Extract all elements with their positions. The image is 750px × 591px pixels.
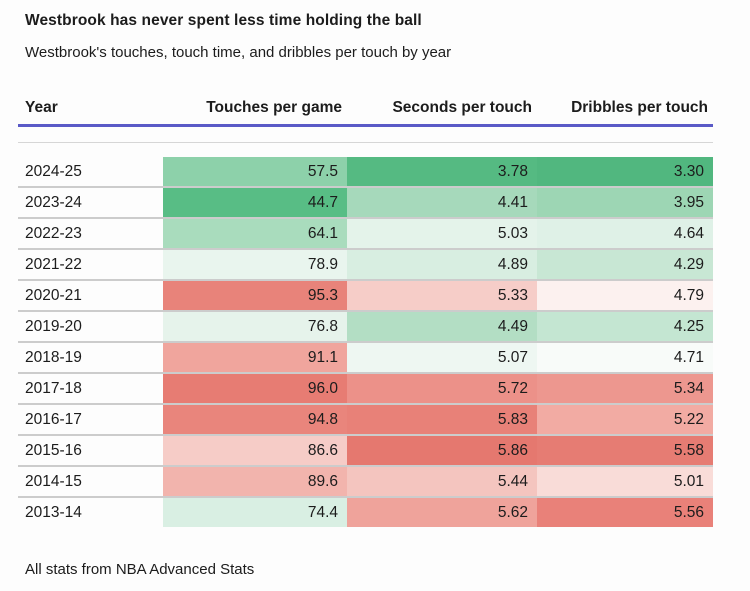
column-header-seconds: Seconds per touch [392,99,532,116]
table-row: 2022-23 64.1 5.03 4.64 [18,219,713,250]
year-cell: 2020-21 [25,287,82,304]
value-cell: 44.7 [163,188,347,217]
table-row: 2013-14 74.4 5.62 5.56 [18,498,713,527]
column-header-dribbles: Dribbles per touch [571,99,708,116]
value-cell: 4.79 [537,281,713,310]
value-cell: 5.03 [347,219,537,248]
source-note: All stats from NBA Advanced Stats [25,561,255,578]
table-row: 2019-20 76.8 4.49 4.25 [18,312,713,343]
value-cell: 5.34 [537,374,713,403]
table-row: 2020-21 95.3 5.33 4.79 [18,281,713,312]
year-cell: 2022-23 [25,225,82,242]
table-row: 2018-19 91.1 5.07 4.71 [18,343,713,374]
table-row: 2016-17 94.8 5.83 5.22 [18,405,713,436]
value-cell: 3.78 [347,157,537,186]
year-cell: 2016-17 [25,411,82,428]
value-cell: 5.44 [347,467,537,496]
value-cell: 78.9 [163,250,347,279]
table-row: 2021-22 78.9 4.89 4.29 [18,250,713,281]
value-cell: 4.25 [537,312,713,341]
year-cell: 2024-25 [25,163,82,180]
year-cell: 2014-15 [25,473,82,490]
value-cell: 94.8 [163,405,347,434]
value-cell: 4.41 [347,188,537,217]
value-cell: 3.95 [537,188,713,217]
value-cell: 4.89 [347,250,537,279]
year-cell: 2021-22 [25,256,82,273]
column-header-touches: Touches per game [206,99,342,116]
value-cell: 3.30 [537,157,713,186]
year-cell: 2013-14 [25,504,82,521]
value-cell: 5.07 [347,343,537,372]
value-cell: 4.71 [537,343,713,372]
year-cell: 2023-24 [25,194,82,211]
year-cell: 2018-19 [25,349,82,366]
value-cell: 5.33 [347,281,537,310]
value-cell: 5.58 [537,436,713,465]
value-cell: 4.29 [537,250,713,279]
value-cell: 89.6 [163,467,347,496]
value-cell: 5.22 [537,405,713,434]
value-cell: 5.62 [347,498,537,527]
table-row: 2015-16 86.6 5.86 5.58 [18,436,713,467]
table-body: 2024-25 57.5 3.78 3.30 2023-24 44.7 4.41 3.95 20… [18,157,713,527]
header-rule [18,124,713,127]
value-cell: 64.1 [163,219,347,248]
table-row: 2014-15 89.6 5.44 5.01 [18,467,713,498]
value-cell: 74.4 [163,498,347,527]
year-cell: 2017-18 [25,380,82,397]
value-cell: 5.72 [347,374,537,403]
year-cell: 2015-16 [25,442,82,459]
chart-title: Westbrook has never spent less time hold… [25,12,422,29]
value-cell: 5.83 [347,405,537,434]
stats-table: Year Touches per game Seconds per touch … [18,99,713,527]
value-cell: 86.6 [163,436,347,465]
table-row: 2023-24 44.7 4.41 3.95 [18,188,713,219]
value-cell: 4.64 [537,219,713,248]
table-row: 2024-25 57.5 3.78 3.30 [18,157,713,188]
table-row: 2017-18 96.0 5.72 5.34 [18,374,713,405]
value-cell: 91.1 [163,343,347,372]
chart-subtitle: Westbrook's touches, touch time, and dri… [25,44,452,61]
table-header-row: Year Touches per game Seconds per touch … [18,99,713,124]
value-cell: 95.3 [163,281,347,310]
value-cell: 4.49 [347,312,537,341]
value-cell: 5.56 [537,498,713,527]
value-cell: 76.8 [163,312,347,341]
value-cell: 57.5 [163,157,347,186]
value-cell: 96.0 [163,374,347,403]
table-top-rule [18,142,713,143]
value-cell: 5.01 [537,467,713,496]
value-cell: 5.86 [347,436,537,465]
year-cell: 2019-20 [25,318,82,335]
column-header-year: Year [25,99,58,116]
